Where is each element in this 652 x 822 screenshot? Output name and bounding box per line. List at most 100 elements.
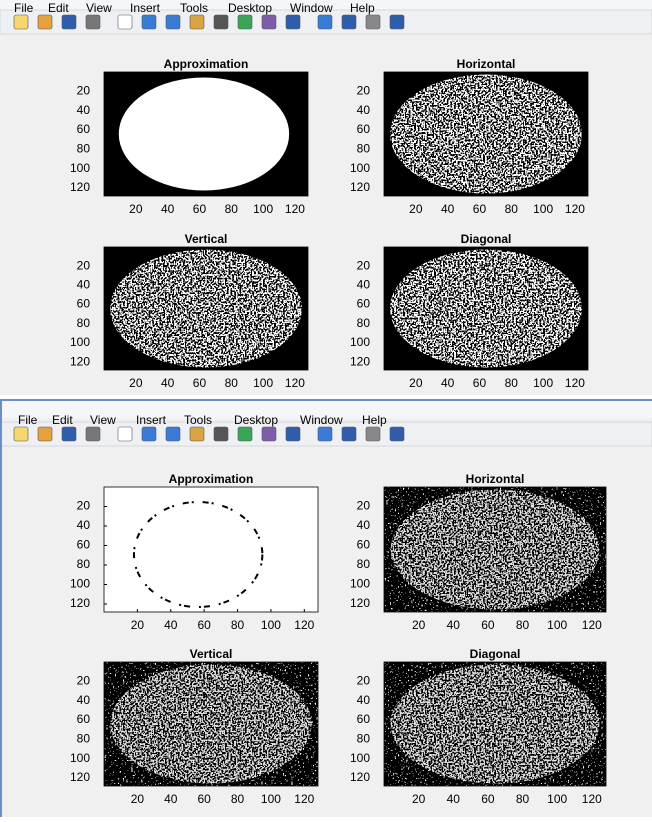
toolbar-icon[interactable] [142,427,156,441]
x-tick-label: 120 [565,202,585,216]
x-tick-label: 120 [294,618,314,632]
x-tick-label: 40 [447,618,461,632]
y-tick-label: 80 [77,316,91,330]
axes-title: Diagonal [461,232,512,246]
x-tick-label: 20 [412,618,426,632]
x-tick-label: 120 [285,202,305,216]
y-tick-label: 40 [357,103,371,117]
y-tick-label: 120 [350,770,370,784]
menu-item[interactable]: Insert [130,1,161,15]
toolbar-icon[interactable] [390,427,404,441]
toolbar-icon[interactable] [238,15,252,29]
y-tick-label: 60 [357,538,371,552]
toolbar-icon[interactable] [86,427,100,441]
y-tick-label: 40 [77,518,91,532]
y-tick-label: 120 [70,180,90,194]
toolbar-icon[interactable] [342,427,356,441]
toolbar-icon[interactable] [14,15,28,29]
toolbar-icon[interactable] [166,15,180,29]
toolbar-icon[interactable] [214,427,228,441]
x-tick-label: 80 [231,792,245,806]
y-tick-label: 120 [350,180,370,194]
x-tick-label: 20 [412,792,426,806]
toolbar-icon[interactable] [318,427,332,441]
toolbar-icon[interactable] [166,427,180,441]
menu-item[interactable]: Edit [48,1,69,15]
x-tick-label: 60 [481,792,495,806]
menu-item[interactable]: Edit [52,413,73,427]
toolbar-icon[interactable] [238,427,252,441]
menu-item[interactable]: Help [350,1,375,15]
x-tick-label: 40 [164,792,178,806]
toolbar-icon[interactable] [190,427,204,441]
x-tick-label: 20 [131,792,145,806]
menu-item[interactable]: Desktop [234,413,278,427]
y-tick-label: 20 [77,258,91,272]
x-tick-label: 20 [129,376,143,390]
toolbar-icon[interactable] [214,15,228,29]
y-tick-label: 120 [70,770,90,784]
y-tick-label: 120 [70,354,90,368]
y-tick-label: 20 [357,258,371,272]
toolbar-icon[interactable] [262,427,276,441]
toolbar-icon[interactable] [118,15,132,29]
toolbar-icon[interactable] [366,15,380,29]
x-tick-label: 100 [261,618,281,632]
x-tick-label: 120 [294,792,314,806]
x-tick-label: 60 [197,618,211,632]
toolbar-icon[interactable] [286,15,300,29]
toolbar-icon[interactable] [38,15,52,29]
y-tick-label: 100 [350,335,370,349]
toolbar-icon[interactable] [38,427,52,441]
y-tick-label: 20 [77,84,91,98]
y-tick-label: 40 [357,518,371,532]
menu-item[interactable]: View [86,1,112,15]
toolbar-icon[interactable] [62,15,76,29]
x-tick-label: 120 [582,618,602,632]
x-tick-label: 100 [533,202,553,216]
x-tick-label: 20 [129,202,143,216]
x-tick-label: 60 [473,376,487,390]
x-tick-label: 100 [253,376,273,390]
toolbar-icon[interactable] [142,15,156,29]
axes-title: Horizontal [457,57,516,71]
menu-item[interactable]: File [14,1,34,15]
toolbar-icon[interactable] [86,15,100,29]
menu-item[interactable]: Desktop [228,1,272,15]
menu-item[interactable]: View [90,413,116,427]
menu-item[interactable]: Help [362,413,387,427]
x-tick-label: 100 [261,792,281,806]
toolbar-icon[interactable] [190,15,204,29]
x-tick-label: 80 [516,618,530,632]
toolbar-icon[interactable] [286,427,300,441]
x-tick-label: 20 [131,618,145,632]
image-axes [384,247,588,370]
x-tick-label: 120 [582,792,602,806]
x-tick-label: 20 [409,202,423,216]
image-axes [104,662,318,786]
x-tick-label: 100 [547,792,567,806]
toolbar-icon[interactable] [342,15,356,29]
menu-item[interactable]: Window [290,1,333,15]
x-tick-label: 40 [441,376,455,390]
menu-item[interactable]: Tools [180,1,208,15]
menu-item[interactable]: Window [300,413,343,427]
y-tick-label: 20 [357,84,371,98]
x-tick-label: 80 [516,792,530,806]
axes-title: Diagonal [470,647,521,661]
x-tick-label: 60 [473,202,487,216]
menu-item[interactable]: Tools [184,413,212,427]
toolbar-icon[interactable] [262,15,276,29]
toolbar-icon[interactable] [366,427,380,441]
image-axes [104,487,318,612]
toolbar-icon[interactable] [118,427,132,441]
y-tick-label: 20 [77,674,91,688]
toolbar-icon[interactable] [62,427,76,441]
menu-item[interactable]: File [18,413,38,427]
menu-item[interactable]: Insert [136,413,167,427]
toolbar-icon[interactable] [14,427,28,441]
toolbar-icon[interactable] [318,15,332,29]
x-tick-label: 60 [193,376,207,390]
toolbar-icon[interactable] [390,15,404,29]
x-tick-label: 40 [447,792,461,806]
